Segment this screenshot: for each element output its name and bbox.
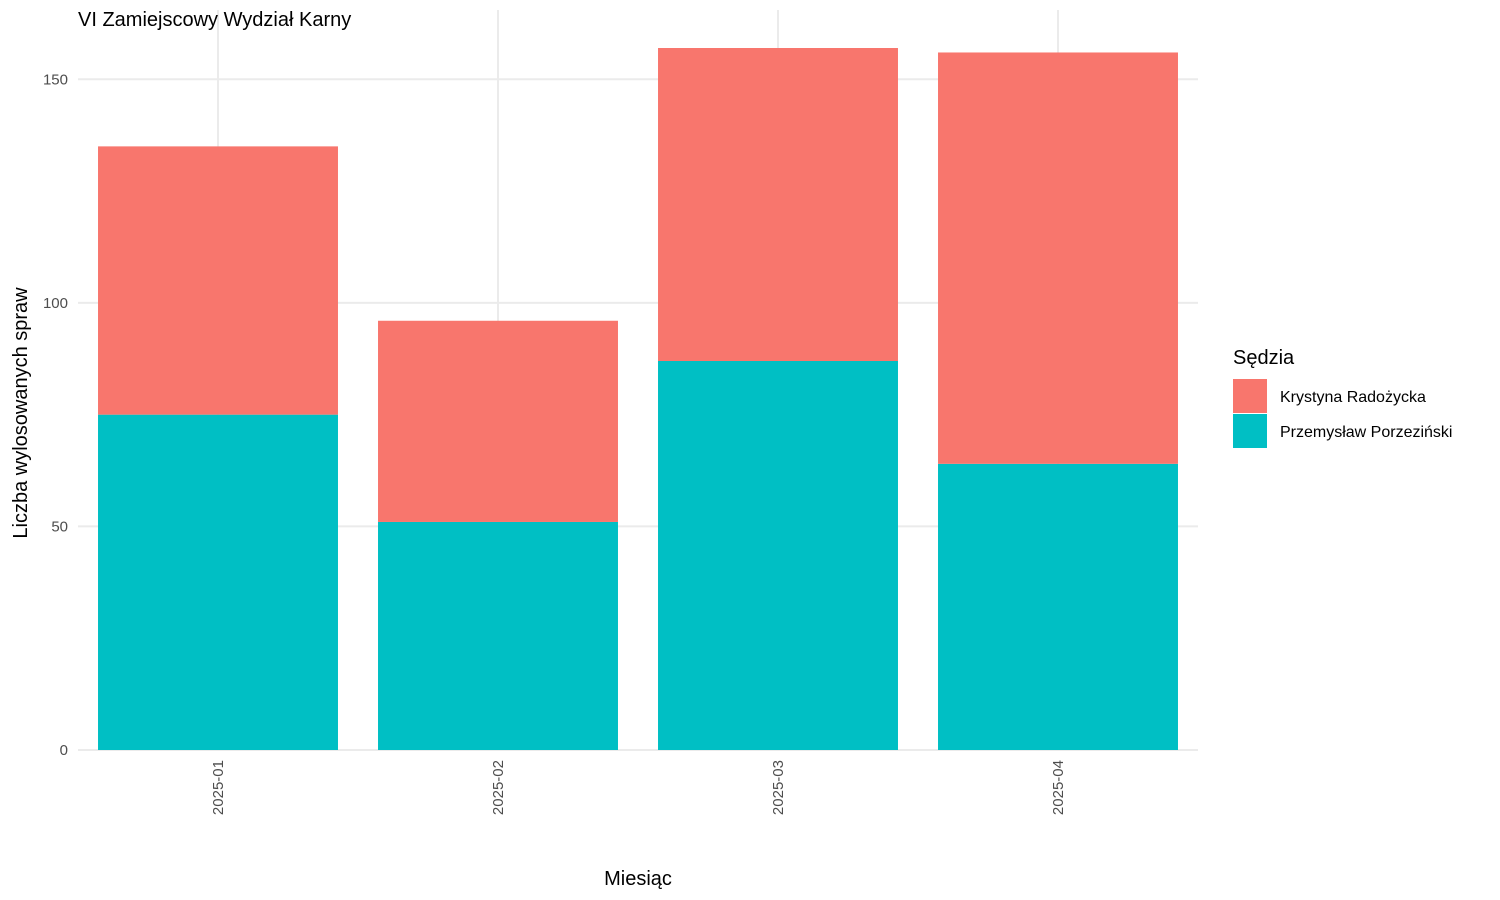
bar-segment bbox=[658, 360, 898, 750]
y-tick-label: 150 bbox=[43, 71, 68, 88]
y-tick-label: 100 bbox=[43, 295, 68, 312]
bar-segment bbox=[98, 146, 338, 415]
legend: Sędzia Krystyna Radożycka Przemysław Porz… bbox=[1233, 347, 1452, 448]
legend-key bbox=[1233, 414, 1267, 448]
x-tick-label: 2025-01 bbox=[210, 760, 227, 815]
legend-label: Przemysław Porzeziński bbox=[1280, 424, 1452, 441]
legend-label: Krystyna Radożycka bbox=[1280, 389, 1426, 406]
bar-segment bbox=[378, 320, 618, 522]
bars bbox=[98, 48, 1178, 750]
bar-segment bbox=[658, 48, 898, 361]
x-tick-label: 2025-04 bbox=[1050, 760, 1067, 815]
chart-title: VI Zamiejscowy Wydział Karny bbox=[78, 9, 351, 31]
legend-title: Sędzia bbox=[1233, 347, 1295, 369]
bar-segment bbox=[378, 521, 618, 750]
legend-key bbox=[1233, 379, 1267, 413]
y-tick-label: 0 bbox=[60, 742, 68, 759]
x-tick-label: 2025-03 bbox=[770, 760, 787, 815]
bar-segment bbox=[98, 414, 338, 750]
y-axis-ticks: 0 50 100 150 bbox=[43, 71, 68, 759]
y-tick-label: 50 bbox=[51, 518, 68, 535]
x-axis-title: Miesiąc bbox=[604, 868, 672, 890]
x-tick-label: 2025-02 bbox=[490, 760, 507, 815]
y-axis-title: Liczba wylosowanych spraw bbox=[10, 287, 32, 539]
x-axis-ticks: 2025-01 2025-02 2025-03 2025-04 bbox=[210, 760, 1067, 815]
bar-segment bbox=[938, 52, 1178, 464]
bar-segment bbox=[938, 463, 1178, 750]
